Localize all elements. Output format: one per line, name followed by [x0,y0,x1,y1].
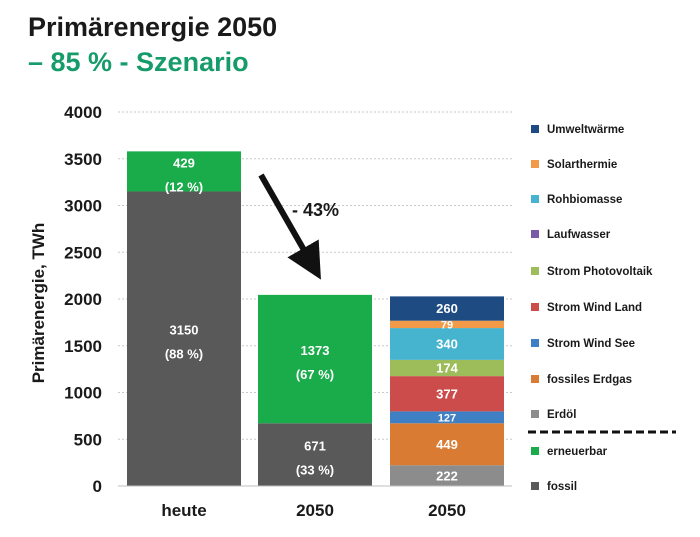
x-category-label: 2050 [428,501,466,520]
y-tick-label: 1000 [64,384,102,403]
legend-swatch [531,267,539,275]
legend-label: erneuerbar [547,446,608,458]
legend-swatch [531,410,539,418]
bar-segment [390,423,504,466]
bar-segment [127,151,241,192]
bar-segment [258,423,372,486]
legend-swatch [531,125,539,133]
legend-swatch [531,482,539,490]
bar-value-label: 1373 [301,343,330,358]
y-tick-label: 500 [74,430,102,449]
bar-value-label: 260 [436,301,458,316]
legend-label: Laufwasser [547,229,611,241]
bar-segment [258,294,372,424]
legend-label: Solarthermie [547,159,617,171]
bar-segment [390,296,504,321]
bar-segment [390,465,504,486]
bar-value-label: 79 [441,319,453,331]
bar-value-label: 377 [436,386,458,401]
bar-percent-label: (67 %) [296,367,334,382]
legend-label: fossil [547,481,577,493]
legend-swatch [531,160,539,168]
bar-percent-label: (33 %) [296,463,334,478]
y-tick-label: 1500 [64,337,102,356]
legend-label: Strom Wind Land [547,302,642,314]
bar-segment [390,320,504,329]
bar-value-label: 340 [436,337,458,352]
legend-swatch [531,339,539,347]
legend-label: Strom Photovoltaik [547,266,653,278]
y-tick-label: 4000 [64,103,102,122]
reduction-label: - 43% [292,200,339,220]
bar-segment [390,359,504,377]
bar-value-label: 449 [436,437,458,452]
y-tick-label: 2500 [64,243,102,262]
x-category-label: heute [161,501,206,520]
reduction-arrow [258,173,321,280]
bar-segment [390,328,504,360]
bar-segment [127,191,241,486]
legend-swatch [531,375,539,383]
bar-percent-label: (88 %) [165,347,203,362]
bar-percent-label: (12 %) [165,179,203,194]
x-category-label: 2050 [296,501,334,520]
y-tick-label: 3000 [64,197,102,216]
legend-label: Umweltwärme [547,124,624,136]
y-tick-label: 3500 [64,150,102,169]
bar-value-label: 3150 [170,323,199,338]
y-axis-label: Primärenergie, TWh [29,223,48,384]
y-tick-label: 0 [93,477,102,496]
legend-swatch [531,230,539,238]
bar-value-label: 429 [173,155,195,170]
bar-value-label: 671 [304,439,326,454]
legend-label: fossiles Erdgas [547,374,632,386]
legend-swatch [531,195,539,203]
bar-value-label: 127 [438,412,456,424]
legend-swatch [531,303,539,311]
legend-label: Erdöl [547,409,576,421]
legend-swatch [531,447,539,455]
bar-value-label: 174 [436,361,458,376]
legend-label: Strom Wind See [547,338,635,350]
legend-label: Rohbiomasse [547,194,622,206]
chart-title: Primärenergie 2050 [28,12,278,42]
y-tick-label: 2000 [64,290,102,309]
bar-value-label: 222 [436,468,458,483]
bar-segment [390,376,504,412]
bar-segment [390,411,504,424]
chart-subtitle: – 85 % - Szenario [28,47,249,77]
